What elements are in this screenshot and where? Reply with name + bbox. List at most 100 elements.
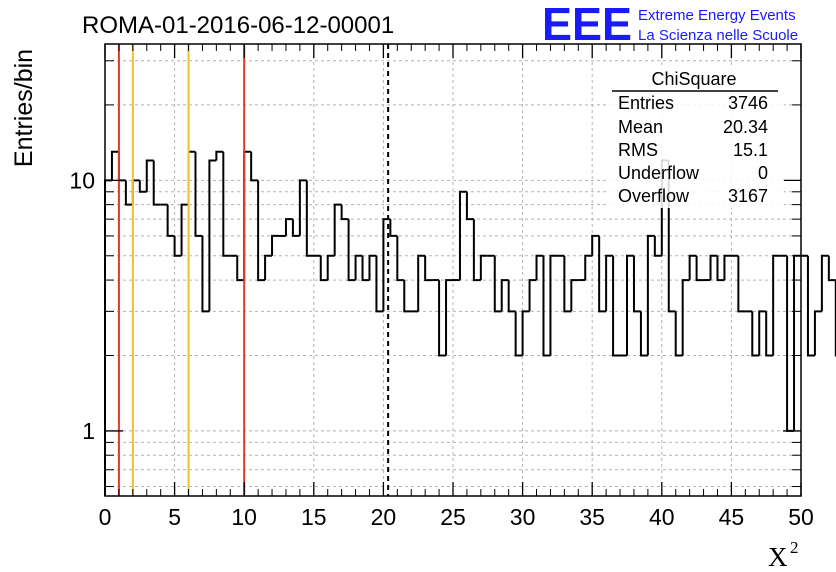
- histogram-bin: [180, 203, 189, 256]
- stats-value-underflow: 0: [758, 163, 768, 183]
- stats-value-rms: 15.1: [733, 140, 768, 160]
- x-tick-label: 10: [231, 504, 257, 530]
- histogram-bin: [138, 180, 147, 193]
- histogram-bin: [709, 254, 718, 281]
- histogram-bin: [695, 255, 704, 282]
- stats-label-rms: RMS: [618, 140, 658, 160]
- stats-value-overflow: 3167: [728, 186, 768, 206]
- histogram-bin: [117, 151, 126, 182]
- histogram-bin: [632, 255, 641, 313]
- histogram-bin: [424, 255, 433, 282]
- histogram-bin: [326, 254, 335, 281]
- histogram-bin: [264, 254, 273, 281]
- histogram-bin: [674, 311, 683, 357]
- histogram-bin: [528, 279, 537, 312]
- histogram-bin: [375, 255, 384, 313]
- histogram-bin: [570, 279, 579, 312]
- x-tick-label: 50: [788, 504, 814, 530]
- histogram-bin: [340, 204, 349, 221]
- stats-box: ChiSquare Entries 3746 Mean 20.34 RMS 15…: [608, 66, 784, 208]
- histogram-bin: [813, 310, 822, 356]
- histogram-bin: [187, 150, 196, 205]
- stats-box-title: ChiSquare: [651, 69, 736, 89]
- histogram-bin: [765, 311, 774, 357]
- histogram-bin: [236, 255, 245, 282]
- histogram-bin: [653, 235, 662, 257]
- x-tick-label: 40: [649, 504, 675, 530]
- histogram-bin: [222, 151, 231, 257]
- x-axis-label-base: X: [768, 542, 788, 572]
- stats-label-overflow: Overflow: [618, 186, 690, 206]
- histogram-bin: [166, 204, 175, 237]
- histogram-bin: [591, 234, 600, 256]
- histogram-bin: [284, 218, 293, 236]
- histogram-bin: [173, 235, 182, 257]
- x-tick-label: 25: [440, 504, 466, 530]
- histogram-bin: [243, 150, 252, 281]
- x-tick-label: 35: [579, 504, 605, 530]
- x-tick-label: 5: [168, 504, 181, 530]
- histogram-bin: [201, 235, 210, 313]
- histogram-bin: [737, 255, 746, 313]
- histogram-bin: [479, 254, 488, 281]
- y-tick-label: 10: [69, 167, 95, 193]
- marker-lines-layer: [117, 44, 390, 496]
- histogram-bin: [403, 280, 412, 313]
- histogram-bin: [500, 279, 509, 312]
- histogram-bin: [465, 191, 474, 221]
- histogram-bin: [639, 311, 648, 357]
- histogram-bin: [563, 255, 572, 313]
- histogram-bin: [626, 254, 634, 356]
- histogram-bin: [716, 255, 725, 282]
- eee-logo-letters: EEE: [542, 0, 632, 50]
- y-axis-label: Entries/bin: [10, 49, 38, 167]
- histogram-bin: [827, 255, 836, 282]
- histogram-bin: [298, 179, 307, 236]
- histogram-bin: [438, 280, 447, 357]
- x-axis-label-superscript: 2: [790, 538, 799, 557]
- histogram-bin: [458, 190, 467, 281]
- histogram-bin: [417, 254, 426, 312]
- histogram-bin: [493, 255, 502, 313]
- x-tick-label: 30: [510, 504, 536, 530]
- histogram-bin: [806, 255, 815, 357]
- histogram-bin: [535, 254, 544, 281]
- histogram-bin: [194, 151, 203, 237]
- histogram-bin: [305, 180, 314, 257]
- stats-value-mean: 20.34: [723, 117, 768, 137]
- histogram-bin: [208, 159, 217, 312]
- histogram-bin: [793, 254, 801, 431]
- histogram-bin: [584, 254, 593, 281]
- histogram-bin: [612, 255, 621, 357]
- histogram-bin: [145, 159, 154, 192]
- histogram-bin: [681, 279, 690, 356]
- histogram-bin: [319, 255, 328, 282]
- histogram-bin: [445, 279, 453, 356]
- histogram-bin: [382, 218, 391, 312]
- x-axis-label: X: [768, 542, 788, 572]
- histogram-bin: [131, 179, 140, 205]
- eee-logo-line2: La Scienza nelle Scuole: [638, 27, 798, 44]
- histogram-bin: [215, 150, 224, 161]
- ticks-layer: 0 5 10 15 20 25 30 35 40 45 50 1 10: [69, 44, 814, 530]
- histogram-bin: [368, 254, 377, 281]
- histogram-bin: [514, 311, 523, 357]
- histogram-bin: [396, 235, 405, 282]
- histogram-bin: [250, 151, 259, 182]
- histogram-bin: [786, 255, 795, 432]
- histogram-bin: [667, 160, 676, 313]
- stats-label-entries: Entries: [618, 93, 674, 113]
- histogram-bin: [124, 180, 133, 206]
- histogram-bin: [758, 310, 767, 356]
- histogram-bin: [542, 255, 551, 357]
- x-tick-label: 15: [301, 504, 327, 530]
- run-title: ROMA-01-2016-06-12-00001: [82, 12, 394, 39]
- histogram-bin: [361, 255, 370, 282]
- eee-logo-line1: Extreme Energy Events: [638, 7, 796, 24]
- histogram-bin: [354, 254, 363, 281]
- histogram-bin: [772, 254, 781, 356]
- histogram-bin: [688, 254, 697, 281]
- stats-label-underflow: Underflow: [618, 163, 700, 183]
- histogram-bin: [723, 254, 732, 281]
